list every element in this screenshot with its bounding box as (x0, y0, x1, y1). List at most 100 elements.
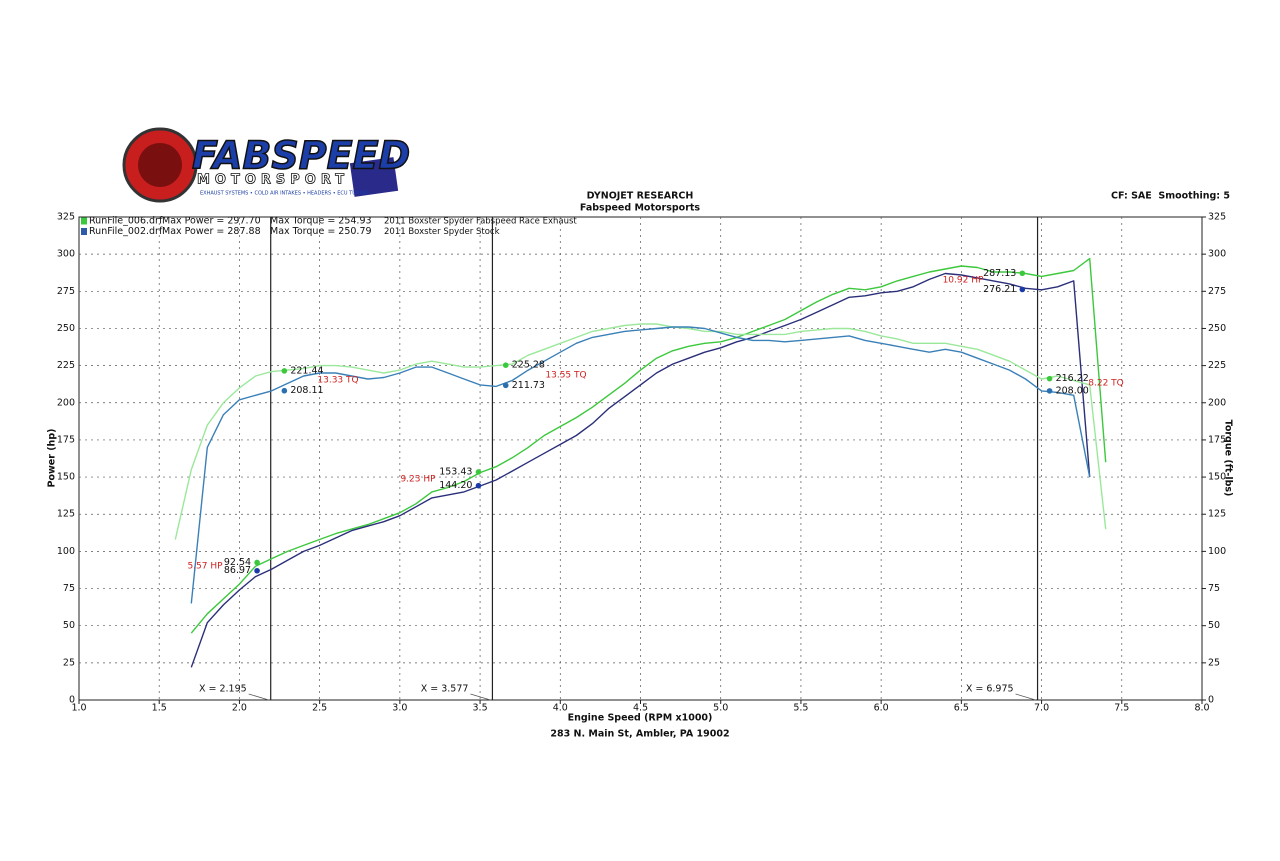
marker (1019, 286, 1026, 293)
x-tick-label: 3.0 (392, 703, 407, 714)
marker-label: 208.00 (1056, 385, 1089, 396)
y-tick-label: 275 (57, 286, 75, 297)
marker (502, 362, 509, 368)
y-tick-label: 250 (57, 323, 75, 334)
x-axis-label: Engine Speed (RPM x1000) (568, 713, 713, 724)
y2-axis-label: Torque (ft-lbs) (1223, 420, 1234, 497)
x-tick-label: 5.5 (793, 703, 808, 714)
series-line (190, 257, 1107, 634)
y-tick-label: 225 (57, 360, 75, 371)
logo: FABSPEED MOTORSPORT EXHAUST SYSTEMS • CO… (122, 127, 411, 203)
marker (1046, 388, 1053, 394)
difference-annotation: 8.22 TQ (1088, 379, 1123, 389)
x-tick-label: 6.0 (874, 703, 889, 714)
marker (1019, 270, 1026, 277)
legend-power: Max Power = 297.70 (162, 216, 261, 227)
legend-swatch (81, 228, 87, 235)
cursor-label: X = 2.195 (199, 684, 247, 695)
y2-tick-label: 275 (1208, 286, 1226, 297)
y-tick-label: 150 (57, 472, 75, 483)
y2-tick-label: 50 (1208, 620, 1220, 631)
difference-annotation: 10.92 HP (943, 276, 984, 286)
cursor-pointer (1015, 693, 1036, 701)
marker-label: 153.43 (439, 466, 472, 477)
x-tick-label: 7.5 (1114, 703, 1129, 714)
marker-label: 211.73 (512, 380, 545, 391)
y2-tick-label: 300 (1208, 249, 1226, 260)
legend-name: RunFile_006.drf (89, 216, 163, 227)
y2-tick-label: 250 (1208, 323, 1226, 334)
legend-torque: Max Torque = 254.93 (270, 216, 372, 227)
y2-tick-label: 25 (1208, 657, 1220, 668)
marker-label: 216.22 (1056, 373, 1089, 384)
y-tick-label: 125 (57, 509, 75, 520)
y2-tick-label: 125 (1208, 509, 1226, 520)
logo-sub: MOTORSPORT (197, 173, 349, 188)
difference-annotation: 13.33 TQ (317, 376, 358, 386)
legend-swatch (81, 217, 87, 225)
marker (254, 559, 260, 566)
marker (281, 368, 288, 374)
logo-flag (349, 157, 399, 197)
legend-desc: 2011 Boxster Spyder Fabspeed Race Exhaus… (384, 217, 577, 227)
series-line (190, 272, 1091, 668)
marker-label: 144.20 (439, 480, 472, 491)
y2-tick-label: 0 (1208, 695, 1214, 706)
legend-torque: Max Torque = 250.79 (270, 226, 372, 237)
legend-name: RunFile_002.drf (89, 226, 163, 237)
logo-emblem-inner (138, 143, 182, 187)
y-tick-label: 25 (63, 657, 75, 668)
chart-title: DYNOJET RESEARCH (587, 191, 694, 202)
cursor-label: X = 3.577 (421, 684, 469, 695)
y-tick-label: 175 (57, 434, 75, 445)
y-tick-label: 300 (57, 249, 75, 260)
y2-tick-label: 225 (1208, 360, 1226, 371)
y-tick-label: 100 (57, 546, 75, 557)
x-tick-label: 1.5 (152, 703, 167, 714)
y-axis-label: Power (hp) (47, 429, 58, 488)
y2-tick-label: 325 (1208, 212, 1226, 223)
y2-tick-label: 200 (1208, 397, 1226, 408)
x-tick-label: 5.0 (713, 703, 728, 714)
marker-label: 287.13 (983, 268, 1016, 279)
marker-label: 92.54 (224, 557, 251, 568)
x-tick-label: 6.5 (954, 703, 969, 714)
cursor-pointer (470, 693, 491, 701)
logo-brand: FABSPEED (192, 134, 410, 178)
y-tick-label: 75 (63, 583, 75, 594)
marker-label: 208.11 (290, 385, 323, 396)
x-tick-label: 4.5 (633, 703, 648, 714)
logo-tagline: EXHAUST SYSTEMS • COLD AIR INTAKES • HEA… (200, 191, 369, 197)
marker-label: 225.28 (512, 360, 545, 371)
x-tick-label: 8.0 (1194, 703, 1209, 714)
x-tick-label: 1.0 (71, 703, 86, 714)
y2-tick-label: 75 (1208, 583, 1220, 594)
difference-annotation: 5.57 HP (187, 562, 223, 572)
marker (475, 482, 482, 489)
legend-power: Max Power = 287.88 (162, 226, 261, 237)
x-tick-label: 7.0 (1034, 703, 1049, 714)
y-tick-label: 200 (57, 397, 75, 408)
difference-annotation: 9.23 HP (400, 475, 436, 485)
y-tick-label: 325 (57, 212, 75, 223)
y-tick-label: 50 (63, 620, 75, 631)
marker-label: 86.97 (224, 565, 251, 576)
legend-desc: 2011 Boxster Spyder Stock (384, 227, 500, 237)
marker (281, 387, 288, 394)
marker (502, 382, 509, 389)
x-tick-label: 4.0 (553, 703, 568, 714)
marker (1046, 375, 1053, 382)
marker (475, 469, 482, 475)
marker-label: 276.21 (983, 284, 1016, 295)
series-line (174, 323, 1107, 540)
marker (254, 567, 260, 574)
x-tick-label: 2.0 (232, 703, 247, 714)
x-tick-label: 3.5 (473, 703, 488, 714)
footer: 283 N. Main St, Ambler, PA 19002 (550, 729, 729, 740)
cursor-pointer (248, 693, 269, 701)
cursor-label: X = 6.975 (966, 684, 1014, 695)
y2-tick-label: 150 (1208, 472, 1226, 483)
y2-tick-label: 175 (1208, 434, 1226, 445)
